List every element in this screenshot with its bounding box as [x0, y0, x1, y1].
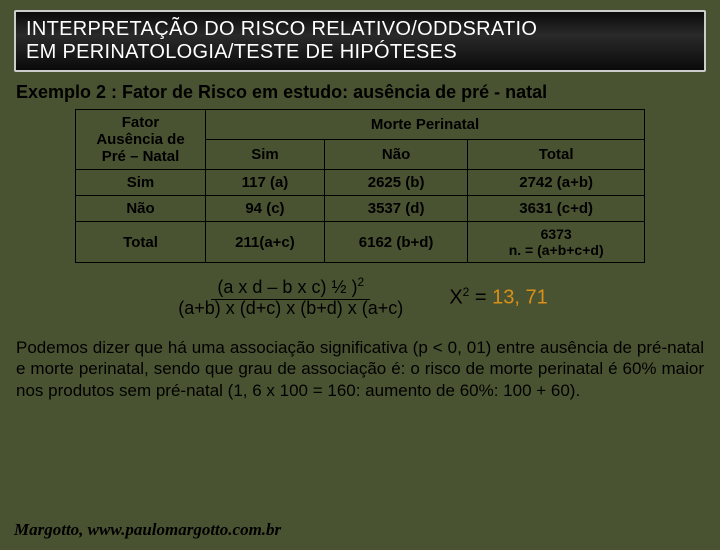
- cell: 3537 (d): [324, 196, 467, 222]
- cell: 94 (c): [206, 196, 325, 222]
- col-nao: Não: [324, 140, 467, 170]
- numerator-text: (a x d – b x c) ½ ): [217, 277, 357, 297]
- factor-header: Fator Ausência de Pré – Natal: [76, 110, 206, 170]
- equals-sign: =: [469, 287, 492, 309]
- row-label: Não: [76, 196, 206, 222]
- cell: 117 (a): [206, 170, 325, 196]
- table-row: Sim 117 (a) 2625 (b) 2742 (a+b): [76, 170, 645, 196]
- cell: 211(a+c): [206, 222, 325, 263]
- subtitle: Exemplo 2 : Fator de Risco em estudo: au…: [16, 82, 704, 103]
- footer-citation: Margotto, www.paulomargotto.com.br: [14, 520, 281, 540]
- formula-denominator: (a+b) x (d+c) x (b+d) x (a+c): [172, 296, 409, 318]
- conclusion-paragraph: Podemos dizer que há uma associação sign…: [16, 337, 704, 401]
- table-row: Total 211(a+c) 6162 (b+d) 6373 n. = (a+b…: [76, 222, 645, 263]
- row-label: Sim: [76, 170, 206, 196]
- numerator-exp: 2: [357, 275, 364, 289]
- title-line-1: INTERPRETAÇÃO DO RISCO RELATIVO/ODDSRATI…: [26, 18, 694, 41]
- title-box: INTERPRETAÇÃO DO RISCO RELATIVO/ODDSRATI…: [14, 10, 706, 72]
- chi-square-formula: (a x d – b x c) ½ )2 (a+b) x (d+c) x (b+…: [172, 275, 409, 319]
- formula-row: (a x d – b x c) ½ )2 (a+b) x (d+c) x (b+…: [0, 275, 720, 319]
- cell: 3631 (c+d): [468, 196, 645, 222]
- col-total: Total: [468, 140, 645, 170]
- cell: 6162 (b+d): [324, 222, 467, 263]
- outcome-header: Morte Perinatal: [206, 110, 645, 140]
- table-row: Não 94 (c) 3537 (d) 3631 (c+d): [76, 196, 645, 222]
- chi-square-result: X2 = 13, 71: [449, 285, 547, 310]
- cell: 2742 (a+b): [468, 170, 645, 196]
- contingency-table: Fator Ausência de Pré – Natal Morte Peri…: [75, 109, 645, 263]
- chi-value: 13, 71: [492, 287, 548, 309]
- row-label: Total: [76, 222, 206, 263]
- chi-label: X: [449, 287, 462, 309]
- col-sim: Sim: [206, 140, 325, 170]
- cell: 6373 n. = (a+b+c+d): [468, 222, 645, 263]
- cell: 2625 (b): [324, 170, 467, 196]
- title-line-2: EM PERINATOLOGIA/TESTE DE HIPÓTESES: [26, 41, 694, 64]
